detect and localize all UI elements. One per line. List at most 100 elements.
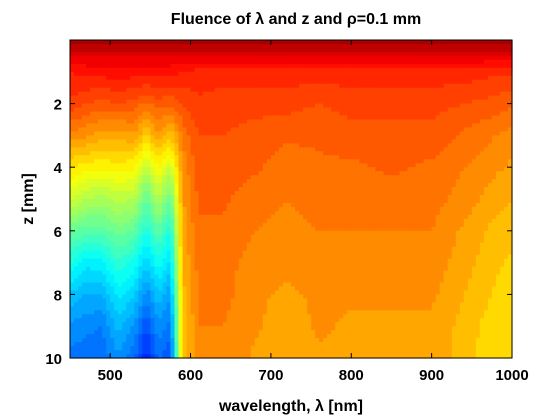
heatmap-cell: [78, 183, 83, 188]
heatmap-cell: [138, 79, 143, 85]
heatmap-cell: [82, 159, 87, 164]
heatmap-cell: [419, 175, 425, 180]
heatmap-cell: [82, 119, 87, 125]
heatmap-cell: [431, 87, 437, 93]
heatmap-cell: [495, 123, 501, 129]
heatmap-cell: [435, 123, 441, 129]
heatmap-cell: [499, 143, 505, 148]
heatmap-cell: [238, 202, 244, 208]
heatmap-cell: [182, 95, 188, 101]
heatmap-cell: [222, 155, 228, 160]
heatmap-cell: [419, 67, 425, 73]
heatmap-cell: [319, 151, 324, 156]
heatmap-cell: [78, 210, 83, 216]
heatmap-cell: [102, 87, 107, 93]
heatmap-cell: [295, 147, 300, 152]
heatmap-cell: [82, 171, 87, 176]
heatmap-cell: [443, 131, 449, 136]
heatmap-cell: [206, 75, 212, 81]
heatmap-cell: [202, 123, 208, 129]
heatmap-cell: [258, 67, 264, 73]
heatmap-cell: [262, 206, 268, 212]
heatmap-cell: [459, 171, 465, 176]
heatmap-cell: [495, 119, 501, 125]
heatmap-cell: [291, 179, 296, 184]
heatmap-cell: [202, 210, 208, 216]
heatmap-cell: [507, 199, 513, 204]
heatmap-cell: [363, 143, 368, 148]
heatmap-cell: [375, 175, 380, 180]
heatmap-cell: [327, 214, 332, 220]
heatmap-cell: [491, 87, 497, 93]
heatmap-cell: [323, 187, 328, 192]
heatmap-cell: [218, 123, 224, 129]
heatmap-cell: [427, 195, 433, 200]
heatmap-cell: [395, 167, 401, 172]
heatmap-cell: [254, 119, 260, 125]
heatmap-cell: [307, 159, 312, 164]
heatmap-cell: [315, 127, 320, 133]
heatmap-cell: [371, 47, 376, 53]
heatmap-cell: [258, 179, 264, 184]
heatmap-cell: [218, 214, 224, 220]
heatmap-cell: [327, 107, 332, 113]
heatmap-cell: [395, 151, 401, 156]
heatmap-cell: [447, 202, 453, 208]
heatmap-cell: [230, 195, 236, 200]
heatmap-cell: [106, 195, 111, 200]
heatmap-cell: [359, 214, 364, 220]
heatmap-cell: [507, 79, 513, 85]
heatmap-cell: [70, 67, 75, 73]
heatmap-cell: [415, 127, 421, 133]
heatmap-cell: [158, 119, 164, 125]
heatmap-cell: [142, 206, 147, 212]
heatmap-cell: [198, 191, 204, 196]
heatmap-cell: [483, 175, 489, 180]
heatmap-cell: [443, 115, 449, 121]
heatmap-cell: [475, 214, 481, 220]
heatmap-cell: [166, 55, 172, 61]
heatmap-cell: [114, 135, 119, 140]
heatmap-cell: [383, 40, 389, 45]
heatmap-cell: [162, 163, 168, 168]
heatmap-cell: [178, 163, 184, 168]
heatmap-cell: [363, 43, 368, 49]
heatmap-cell: [359, 159, 364, 164]
heatmap-cell: [218, 218, 224, 224]
heatmap-cell: [90, 103, 95, 109]
heatmap-cell: [367, 147, 372, 152]
heatmap-cell: [471, 111, 477, 117]
heatmap-cell: [194, 210, 200, 216]
heatmap-cell: [154, 135, 159, 140]
heatmap-cell: [351, 155, 356, 160]
heatmap-cell: [347, 147, 352, 152]
heatmap-cell: [78, 95, 83, 101]
heatmap-cell: [403, 210, 409, 216]
heatmap-cell: [170, 103, 176, 109]
heatmap-cell: [387, 179, 393, 184]
heatmap-cell: [339, 75, 344, 81]
heatmap-cell: [90, 47, 95, 53]
heatmap-cell: [110, 59, 115, 65]
heatmap-cell: [499, 95, 505, 101]
heatmap-cell: [415, 191, 421, 196]
heatmap-cell: [315, 79, 320, 85]
heatmap-cell: [158, 195, 164, 200]
heatmap-cell: [270, 143, 276, 148]
heatmap-cell: [238, 59, 244, 65]
heatmap-cell: [82, 175, 87, 180]
heatmap-cell: [278, 75, 284, 81]
heatmap-cell: [359, 131, 364, 136]
heatmap-cell: [226, 187, 232, 192]
heatmap-cell: [114, 59, 119, 65]
heatmap-cell: [499, 51, 505, 57]
heatmap-cell: [383, 103, 389, 109]
heatmap-cell: [335, 139, 340, 144]
heatmap-cell: [226, 115, 232, 121]
heatmap-cell: [250, 40, 256, 45]
heatmap-cell: [150, 171, 155, 176]
heatmap-cell: [295, 195, 300, 200]
heatmap-cell: [443, 179, 449, 184]
heatmap-cell: [134, 111, 139, 117]
heatmap-cell: [487, 202, 493, 208]
